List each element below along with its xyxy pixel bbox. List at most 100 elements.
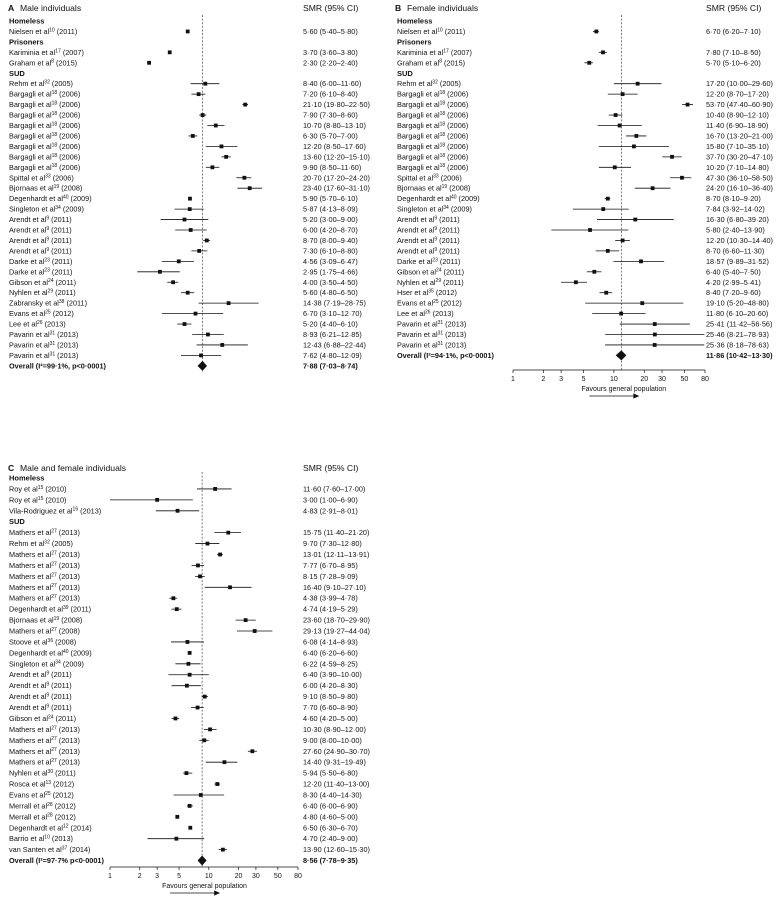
- study-year: (2006): [439, 173, 462, 182]
- study-year: (2011): [437, 236, 460, 245]
- study-ref: 25: [433, 299, 439, 305]
- overall-value: 7·88 (7·03–8·74): [303, 361, 358, 370]
- point-estimate: [158, 269, 162, 274]
- study-author: Bargagli et al: [397, 131, 440, 140]
- smr-value: 19·10 (5·20–48·80): [706, 299, 769, 308]
- point-estimate: [187, 207, 192, 211]
- study-ref: 18: [440, 153, 446, 159]
- point-estimate: [612, 165, 617, 170]
- smr-value: 11·80 (6·10–20·60): [706, 309, 768, 318]
- study-label: Gibson et al24 (2011): [9, 714, 76, 723]
- point-estimate: [620, 92, 625, 97]
- study-row: Hser et al35 (2012) 8·40 (7·20–9·60): [397, 288, 761, 297]
- study-year: (2013): [443, 320, 466, 329]
- smr-value: 9·00 (8·00–10·00): [303, 736, 362, 745]
- study-label: Bargagli et al18 (2006): [9, 152, 80, 161]
- point-estimate: [594, 29, 599, 34]
- study-author: Hser et al: [397, 288, 429, 297]
- point-estimate: [198, 793, 203, 797]
- study-ref: 18: [52, 101, 58, 107]
- study-label: Singleton et al34 (2009): [397, 205, 472, 214]
- x-tick-label: 5: [177, 873, 181, 880]
- smr-value: 25·46 (8·21–78·93): [706, 330, 769, 339]
- study-row: Bargagli et al18 (2006) 9·90 (8·50–11·60): [9, 163, 361, 172]
- study-year: (2011): [53, 769, 76, 778]
- study-author: Nyhlen et al: [397, 278, 436, 287]
- study-label: Graham et al8 (2015): [397, 58, 465, 67]
- x-tick-label: 80: [294, 873, 302, 880]
- smr-value: 8·40 (6·00–11·60): [303, 79, 361, 88]
- overall-row: Overall (I²=99·1%, p<0·0001) 7·88 (7·03–8…: [9, 360, 358, 371]
- x-tick-label: 1: [511, 376, 515, 383]
- study-ref: 17: [443, 48, 449, 54]
- study-ref: 33: [433, 174, 439, 180]
- study-row: Mathers et al27 (2013) 13·01 (12·11–13·91…: [9, 550, 369, 559]
- study-row: Singleton et al34 (2009) 7·84 (3·92–14·02…: [397, 205, 765, 214]
- study-row: Bargagli et al18 (2006) 12·20 (8·70–17·20…: [397, 90, 769, 99]
- point-estimate: [652, 322, 657, 326]
- smr-value: 8·70 (8·10–9·20): [706, 194, 761, 203]
- study-ref: 31: [438, 341, 444, 347]
- point-estimate: [670, 154, 674, 159]
- study-ref: 23: [44, 268, 50, 274]
- study-label: Singleton et al34 (2009): [9, 659, 84, 668]
- study-row: Bargagli et al18 (2006) 10·70 (8·80–13·10…: [9, 121, 366, 130]
- study-ref: 27: [51, 529, 57, 535]
- study-row: Rosca et al13 (2012) 12·20 (11·40–13·00): [9, 780, 369, 789]
- point-estimate: [652, 343, 657, 347]
- x-axis: 1 2 3 5 10 20 30 50 80 Favours general population: [108, 866, 302, 896]
- favours-arrow-icon: [214, 890, 221, 896]
- study-ref: 28: [47, 802, 53, 808]
- study-year: (2009): [61, 205, 84, 214]
- study-year: (2011): [49, 703, 72, 712]
- study-row: Arendt et al9 (2011) 5·80 (2·40–13·90): [397, 226, 765, 235]
- point-estimate: [182, 322, 187, 326]
- study-author: Mathers et al: [9, 627, 52, 636]
- study-year: (2006): [57, 90, 80, 99]
- study-ref: 38: [59, 299, 65, 305]
- study-ref: 27: [51, 594, 57, 600]
- point-estimate: [213, 487, 218, 491]
- study-author: Darke et al: [9, 257, 45, 266]
- study-year: (2006): [57, 111, 80, 120]
- point-estimate: [188, 196, 192, 201]
- study-ref: 28: [47, 813, 53, 819]
- study-row: Merrall et al28 (2012) 4·80 (4·60–5·00): [9, 812, 358, 821]
- smr-value: 13·90 (12·60–15·30): [303, 845, 370, 854]
- study-label: Kariminia et al17 (2007): [397, 48, 472, 57]
- study-label: Arendt et al9 (2011): [9, 692, 72, 701]
- point-estimate: [619, 311, 624, 316]
- study-ref: 34: [55, 660, 61, 666]
- study-year: (2013): [55, 340, 78, 349]
- study-year: (2005): [438, 79, 461, 88]
- point-estimate: [617, 123, 622, 128]
- study-label: Mathers et al27 (2013): [9, 594, 80, 603]
- smr-value: 7·90 (7·30–8·60): [303, 111, 358, 120]
- point-estimate: [685, 102, 690, 107]
- point-estimate: [175, 814, 180, 819]
- study-row: Spittal et al33 (2006) 47·30 (36·10–58·50…: [397, 173, 773, 182]
- smr-value: 9·70 (7·30–12·80): [303, 539, 362, 548]
- study-row: Vila-Rodriguez et al16 (2013) 4·83 (2·91–…: [9, 506, 358, 515]
- study-label: Bargagli et al18 (2006): [397, 163, 468, 172]
- study-ref: 12: [63, 824, 69, 830]
- study-ref: 37: [62, 846, 68, 852]
- smr-value: 2·95 (1·75–4·66): [303, 267, 358, 276]
- study-year: (2011): [49, 215, 72, 224]
- study-year: (2014): [69, 823, 92, 832]
- overall-value: 11·86 (10·42–13·30): [706, 351, 773, 360]
- study-label: Arendt et al9 (2011): [9, 703, 72, 712]
- study-author: Singleton et al: [397, 205, 444, 214]
- study-label: Spittal et al33 (2006): [397, 173, 462, 182]
- point-estimate: [185, 640, 190, 644]
- study-author: Arendt et al: [397, 246, 435, 255]
- point-estimate: [215, 782, 220, 786]
- study-label: Spittal et al33 (2006): [9, 173, 74, 182]
- study-row: Evans et al25 (2012) 6·70 (3·10–12·70): [9, 309, 362, 318]
- study-ref: 18: [52, 90, 58, 96]
- smr-value: 6·22 (4·59–8·25): [303, 659, 358, 668]
- study-row: Bargagli et al18 (2006) 10·20 (7·10–14·80…: [397, 163, 769, 172]
- study-label: Bjornaas et al19 (2008): [397, 184, 470, 193]
- study-author: Bargagli et al: [9, 152, 52, 161]
- study-author: Bargagli et al: [9, 100, 52, 109]
